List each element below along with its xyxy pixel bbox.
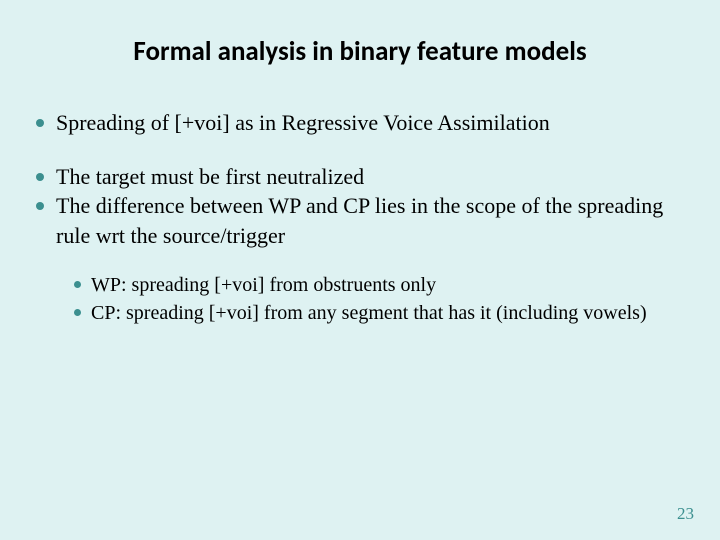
page-number: 23	[677, 504, 694, 524]
bullet-text: The difference between WP and CP lies in…	[56, 191, 690, 250]
bullet-text: WP: spreading [+voi] from obstruents onl…	[91, 271, 690, 299]
slide-title: Formal analysis in binary feature models	[30, 35, 690, 68]
bullet-icon	[36, 119, 44, 127]
bullet-icon	[36, 202, 44, 210]
bullet-text: CP: spreading [+voi] from any segment th…	[91, 299, 690, 327]
bullet-icon	[74, 309, 81, 316]
bullet-icon	[74, 281, 81, 288]
bullet-icon	[36, 173, 44, 181]
bullet-text: Spreading of [+voi] as in Regressive Voi…	[56, 108, 690, 138]
bullet-level1: The difference between WP and CP lies in…	[30, 191, 690, 250]
bullet-level2: WP: spreading [+voi] from obstruents onl…	[30, 271, 690, 299]
bullet-level1: Spreading of [+voi] as in Regressive Voi…	[30, 108, 690, 138]
bullet-level2: CP: spreading [+voi] from any segment th…	[30, 299, 690, 327]
bullet-text: The target must be first neutralized	[56, 162, 690, 192]
slide: Formal analysis in binary feature models…	[0, 0, 720, 540]
bullet-level1: The target must be first neutralized	[30, 162, 690, 192]
